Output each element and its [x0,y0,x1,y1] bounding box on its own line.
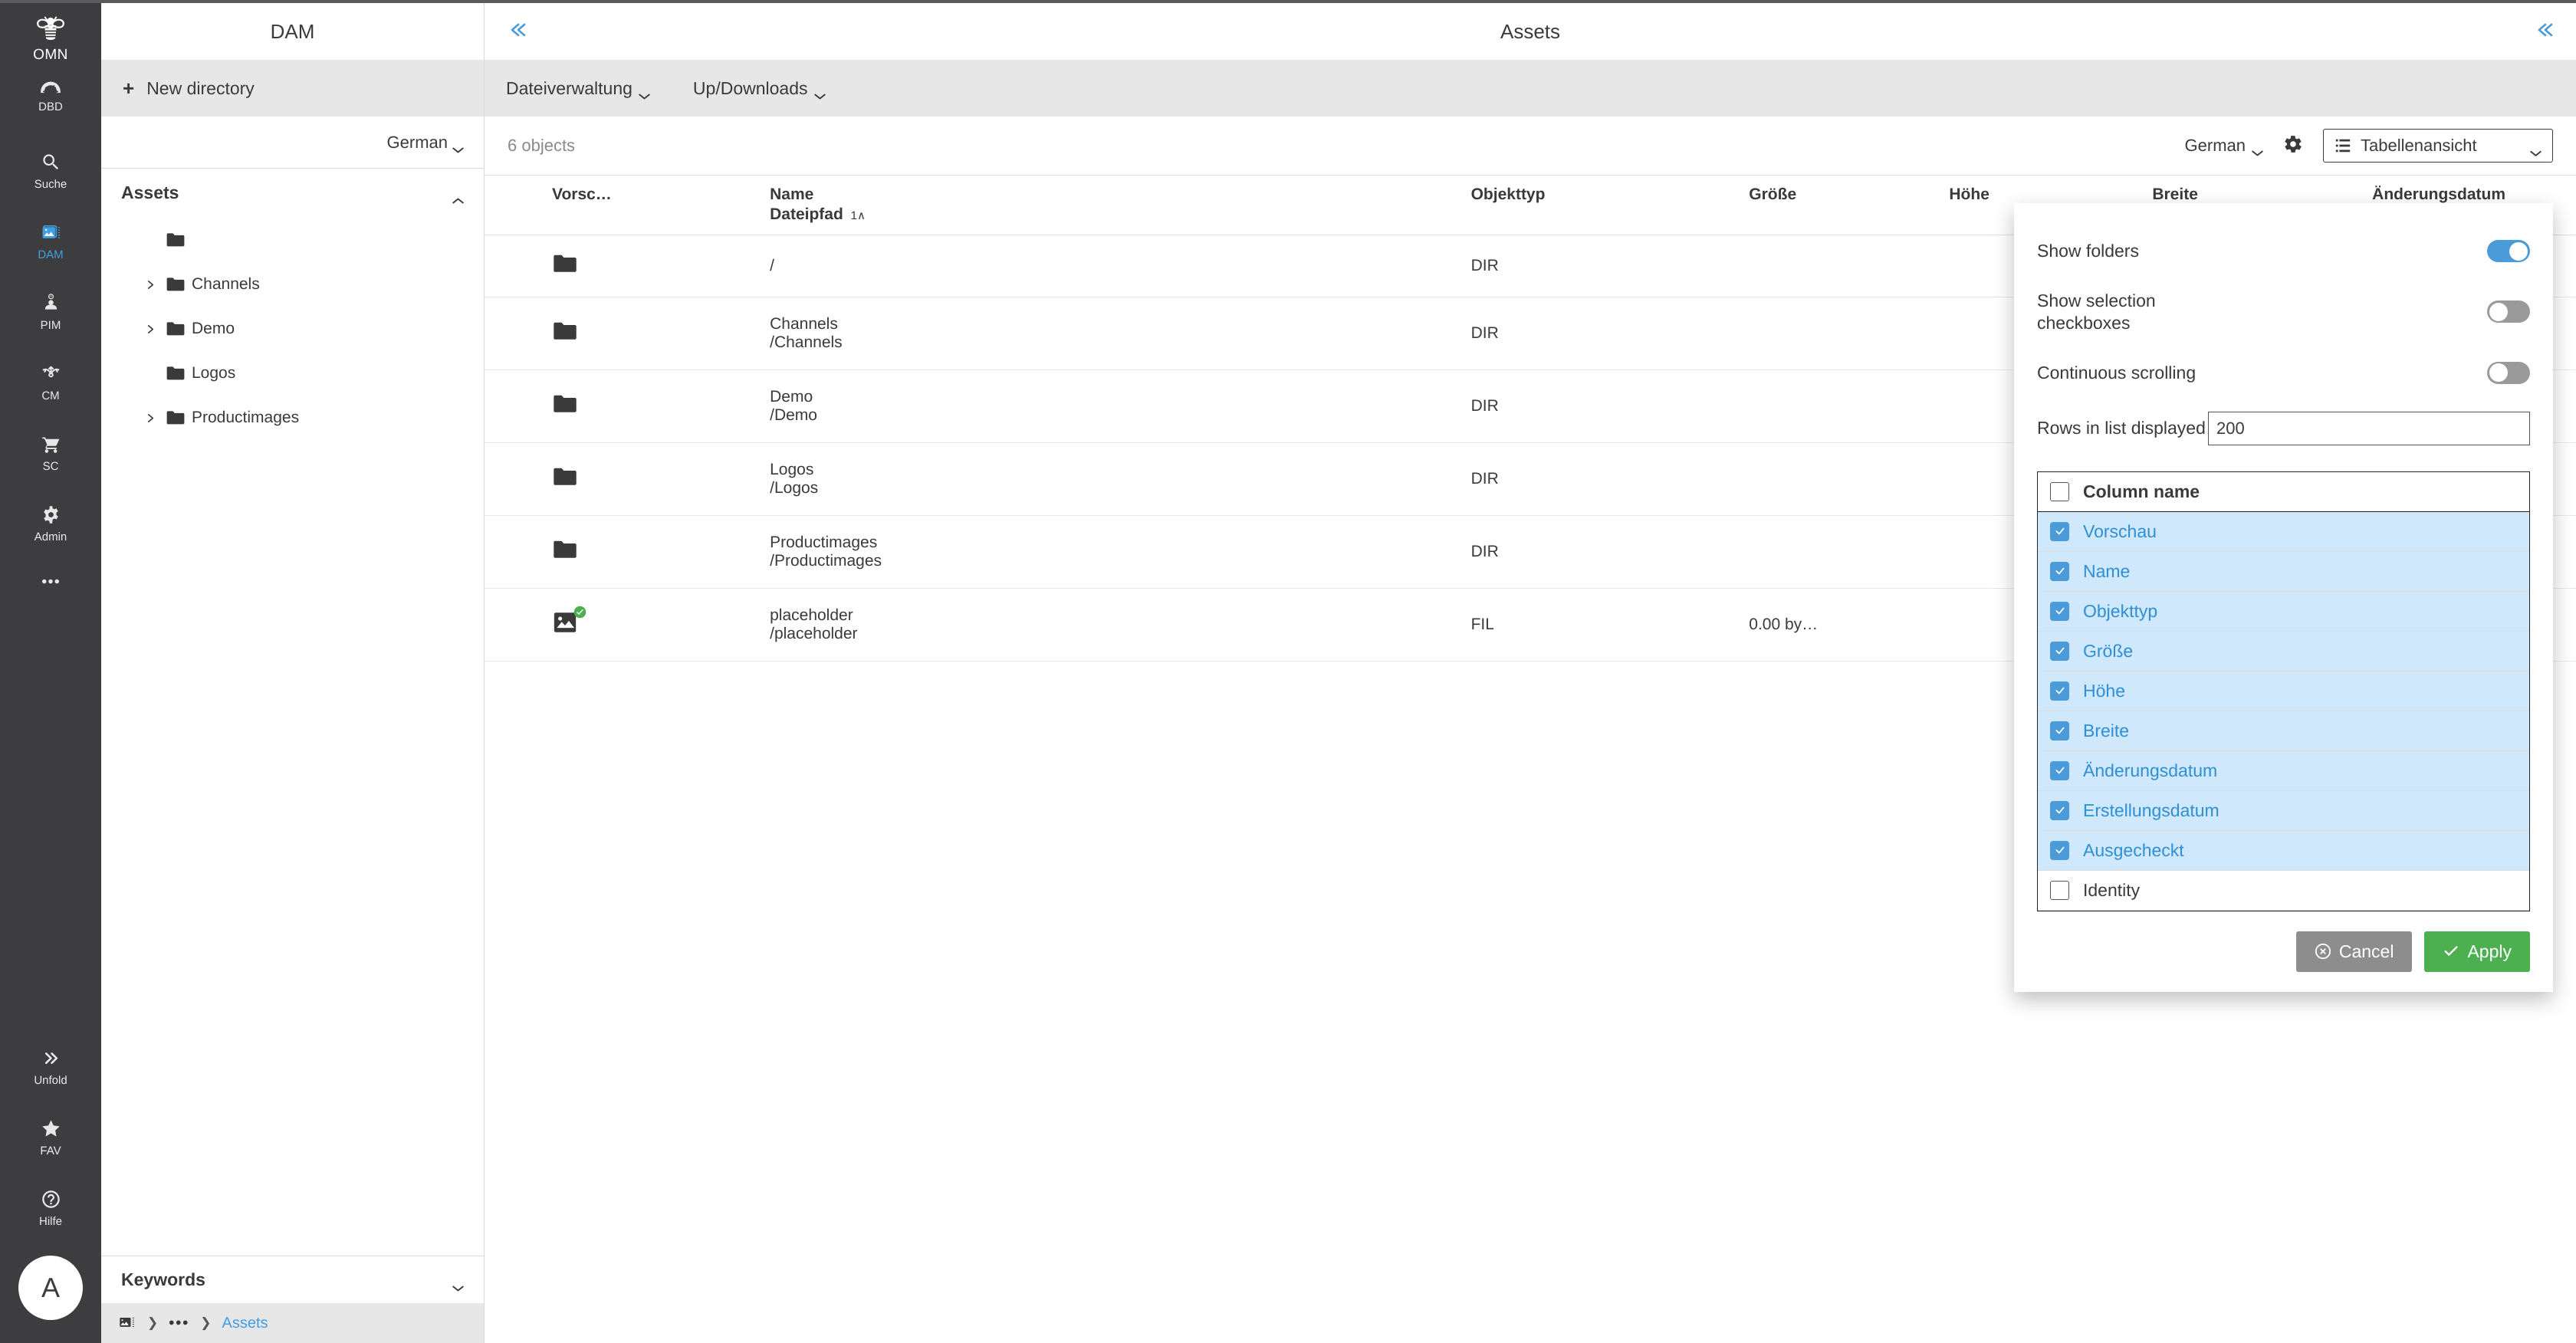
svg-text:P: P [50,295,51,299]
